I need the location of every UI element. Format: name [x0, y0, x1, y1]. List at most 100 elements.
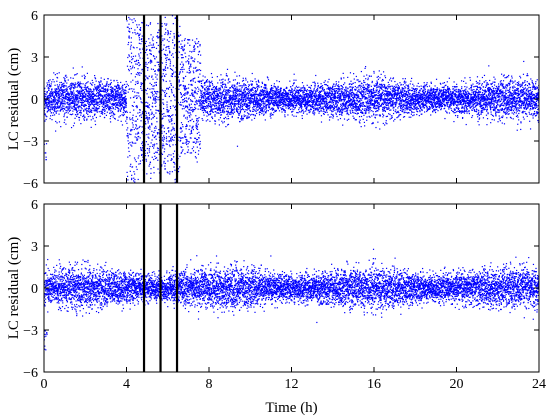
residual-point: [265, 91, 267, 93]
residual-point: [84, 108, 86, 110]
residual-point: [61, 90, 63, 93]
residual-point: [146, 152, 149, 154]
residual-point: [291, 104, 293, 106]
residual-point: [291, 90, 293, 92]
residual-point: [215, 95, 217, 97]
residual-point: [242, 92, 244, 95]
residual-point: [236, 90, 238, 93]
residual-point: [198, 100, 200, 103]
residual-point: [125, 110, 128, 112]
residual-point: [142, 82, 144, 85]
residual-point: [55, 91, 57, 94]
residual-point: [273, 111, 275, 114]
residual-point: [79, 99, 82, 101]
residual-point: [217, 106, 219, 108]
residual-point: [46, 91, 48, 93]
residual-point: [78, 97, 80, 100]
residual-point: [116, 94, 119, 96]
residual-point: [167, 58, 170, 61]
residual-point: [95, 99, 98, 101]
residual-point: [254, 99, 256, 101]
residual-point: [227, 110, 229, 112]
residual-point: [311, 95, 313, 97]
residual-point: [173, 45, 176, 47]
residual-point: [256, 85, 259, 87]
residual-point: [46, 96, 48, 98]
residual-point: [139, 48, 141, 50]
residual-point: [170, 100, 172, 102]
residual-point: [110, 82, 112, 84]
residual-point: [156, 117, 158, 119]
residual-point: [221, 82, 223, 84]
residual-point: [268, 100, 270, 102]
residual-point: [47, 87, 50, 89]
residual-point: [106, 104, 108, 107]
residual-point: [102, 109, 105, 111]
residual-point: [94, 77, 96, 79]
residual-point: [96, 108, 98, 110]
residual-point: [277, 97, 280, 99]
residual-point: [131, 129, 133, 131]
residual-point: [314, 94, 316, 96]
residual-point: [257, 105, 259, 107]
residual-point: [313, 100, 315, 102]
residual-point: [261, 109, 264, 111]
residual-point: [71, 91, 74, 94]
residual-point: [135, 115, 137, 118]
residual-point: [241, 85, 243, 87]
residual-point: [63, 91, 65, 93]
residual-point: [281, 102, 284, 104]
residual-point: [258, 106, 261, 108]
residual-point: [182, 66, 184, 68]
residual-point: [188, 105, 191, 107]
residual-point: [199, 62, 202, 64]
residual-point: [225, 92, 227, 94]
residual-point: [85, 95, 87, 97]
residual-point: [187, 58, 190, 60]
residual-point: [45, 99, 48, 101]
residual-point: [265, 110, 267, 113]
residual-point: [208, 100, 210, 102]
residual-point: [298, 101, 300, 103]
residual-point: [163, 127, 165, 129]
residual-point: [194, 106, 196, 108]
residual-point: [235, 108, 237, 110]
residual-point: [85, 89, 87, 91]
residual-point: [246, 116, 248, 118]
residual-point: [105, 99, 107, 101]
residual-point: [67, 99, 69, 101]
residual-point: [65, 93, 67, 95]
residual-point: [287, 92, 290, 94]
residual-point: [256, 84, 258, 86]
residual-point: [316, 95, 318, 97]
residual-point: [206, 93, 208, 96]
residual-point: [171, 92, 173, 94]
residual-point: [207, 92, 209, 94]
residual-point: [289, 90, 291, 92]
residual-point: [190, 129, 193, 131]
residual-point: [213, 97, 215, 99]
residual-point: [155, 95, 158, 98]
residual-point: [178, 34, 180, 36]
residual-point: [77, 89, 79, 92]
residual-point: [108, 93, 110, 95]
residual-point: [221, 92, 223, 94]
residual-point: [174, 99, 176, 101]
residual-point: [211, 105, 213, 107]
residual-point: [173, 94, 175, 97]
residual-point: [248, 105, 250, 107]
residual-point: [164, 90, 166, 92]
residual-point: [153, 145, 155, 147]
residual-point: [234, 84, 236, 86]
residual-point: [133, 142, 135, 144]
residual-point: [82, 104, 84, 106]
residual-point: [66, 96, 69, 99]
residual-point: [66, 96, 68, 98]
residual-point: [89, 104, 92, 106]
residual-point: [183, 48, 185, 50]
residual-point: [306, 106, 308, 108]
residual-point: [172, 153, 174, 155]
residual-point: [248, 117, 250, 119]
residual-point: [205, 80, 208, 82]
residual-point: [130, 178, 133, 181]
